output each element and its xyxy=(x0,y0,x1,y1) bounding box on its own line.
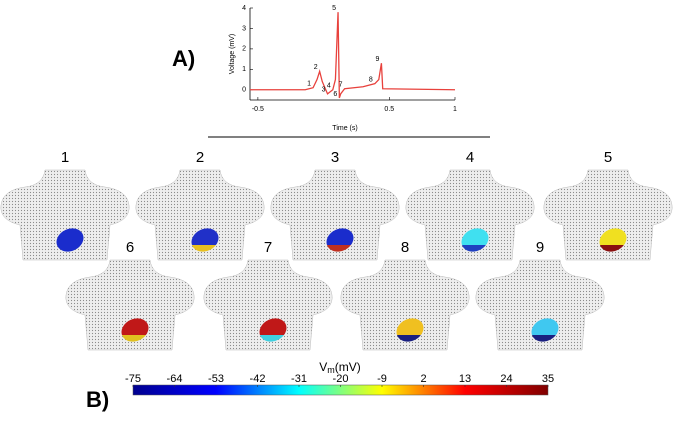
torso-panel: 3 xyxy=(270,149,400,261)
torso xyxy=(270,169,400,261)
torso-panel: 6 xyxy=(65,239,195,351)
x-tick-label: -0.5 xyxy=(252,106,264,113)
point-label: 6 xyxy=(333,91,337,98)
heart-bottom xyxy=(188,245,222,255)
heart-bottom xyxy=(53,245,87,255)
x-tick-label: 0.5 xyxy=(384,106,394,113)
colorbar-tick-label: 24 xyxy=(500,373,512,385)
title-sub: m xyxy=(327,365,335,375)
torso xyxy=(135,169,265,261)
torso-panel: 4 xyxy=(405,149,535,261)
point-label: 3 xyxy=(322,87,326,94)
panel-number: 9 xyxy=(536,239,544,256)
panel-number: 5 xyxy=(604,149,612,166)
torso xyxy=(0,169,130,261)
panel-label: A) xyxy=(172,46,195,71)
heart-bottom xyxy=(323,245,357,255)
colorbar-tick-label: -20 xyxy=(333,373,349,385)
y-tick-label: 4 xyxy=(242,5,246,12)
panel-number: 3 xyxy=(331,149,339,166)
y-tick-label: 3 xyxy=(242,25,246,32)
panel-label: B) xyxy=(86,387,109,412)
torso-panel: 7 xyxy=(203,239,333,351)
colorbar-tick-label: -64 xyxy=(167,373,183,385)
torso-panel: 5 xyxy=(543,149,673,261)
y-tick-label: 1 xyxy=(242,66,246,73)
torso-panel: 1 xyxy=(0,149,130,261)
point-label: 8 xyxy=(369,76,373,83)
point-label: 1 xyxy=(307,81,311,88)
point-label: 2 xyxy=(314,64,318,71)
panel-number: 4 xyxy=(466,149,474,166)
torso xyxy=(475,259,605,351)
panel-number: 1 xyxy=(61,149,69,166)
point-label: 7 xyxy=(339,82,343,89)
heart-bottom xyxy=(393,335,427,345)
colorbar-title: Vm(mV) xyxy=(319,360,361,375)
colorbar-tick-label: 13 xyxy=(459,373,471,385)
point-label: 4 xyxy=(327,83,331,90)
x-axis-title: Time (s) xyxy=(332,125,357,132)
heart-bottom xyxy=(528,335,562,345)
torso-panel: 9 xyxy=(475,239,605,351)
point-label: 5 xyxy=(332,5,336,12)
colorbar-tick-label: -75 xyxy=(125,373,141,385)
panel-number: 6 xyxy=(126,239,134,256)
ecg-line xyxy=(250,12,456,99)
colorbar-tick-label: -53 xyxy=(208,373,224,385)
y-tick-label: 2 xyxy=(242,46,246,53)
torso xyxy=(203,259,333,351)
panel-number: 8 xyxy=(401,239,409,256)
colorbar-tick-label: 2 xyxy=(420,373,426,385)
y-tick-label: 0 xyxy=(242,87,246,94)
title-main: V xyxy=(319,360,327,374)
torso-panel: 2 xyxy=(135,149,265,261)
colorbar-tick-label: 35 xyxy=(542,373,554,385)
title-unit: (mV) xyxy=(335,360,361,374)
x-tick-label: 1 xyxy=(453,106,457,113)
colorbar-tick-label: -31 xyxy=(291,373,307,385)
torso xyxy=(543,169,673,261)
y-axis-title: Voltage (mV) xyxy=(229,34,236,74)
heart-bottom xyxy=(596,245,630,255)
torso-panel: 8 xyxy=(340,239,470,351)
heart-bottom xyxy=(458,245,492,255)
colorbar-tick-label: -9 xyxy=(377,373,387,385)
torso xyxy=(65,259,195,351)
torso xyxy=(405,169,535,261)
panel-number: 7 xyxy=(264,239,272,256)
point-label: 9 xyxy=(375,56,379,63)
panel-number: 2 xyxy=(196,149,204,166)
heart-bottom xyxy=(256,335,290,345)
heart-bottom xyxy=(118,335,152,345)
torso xyxy=(340,259,470,351)
colorbar-tick-label: -42 xyxy=(250,373,266,385)
